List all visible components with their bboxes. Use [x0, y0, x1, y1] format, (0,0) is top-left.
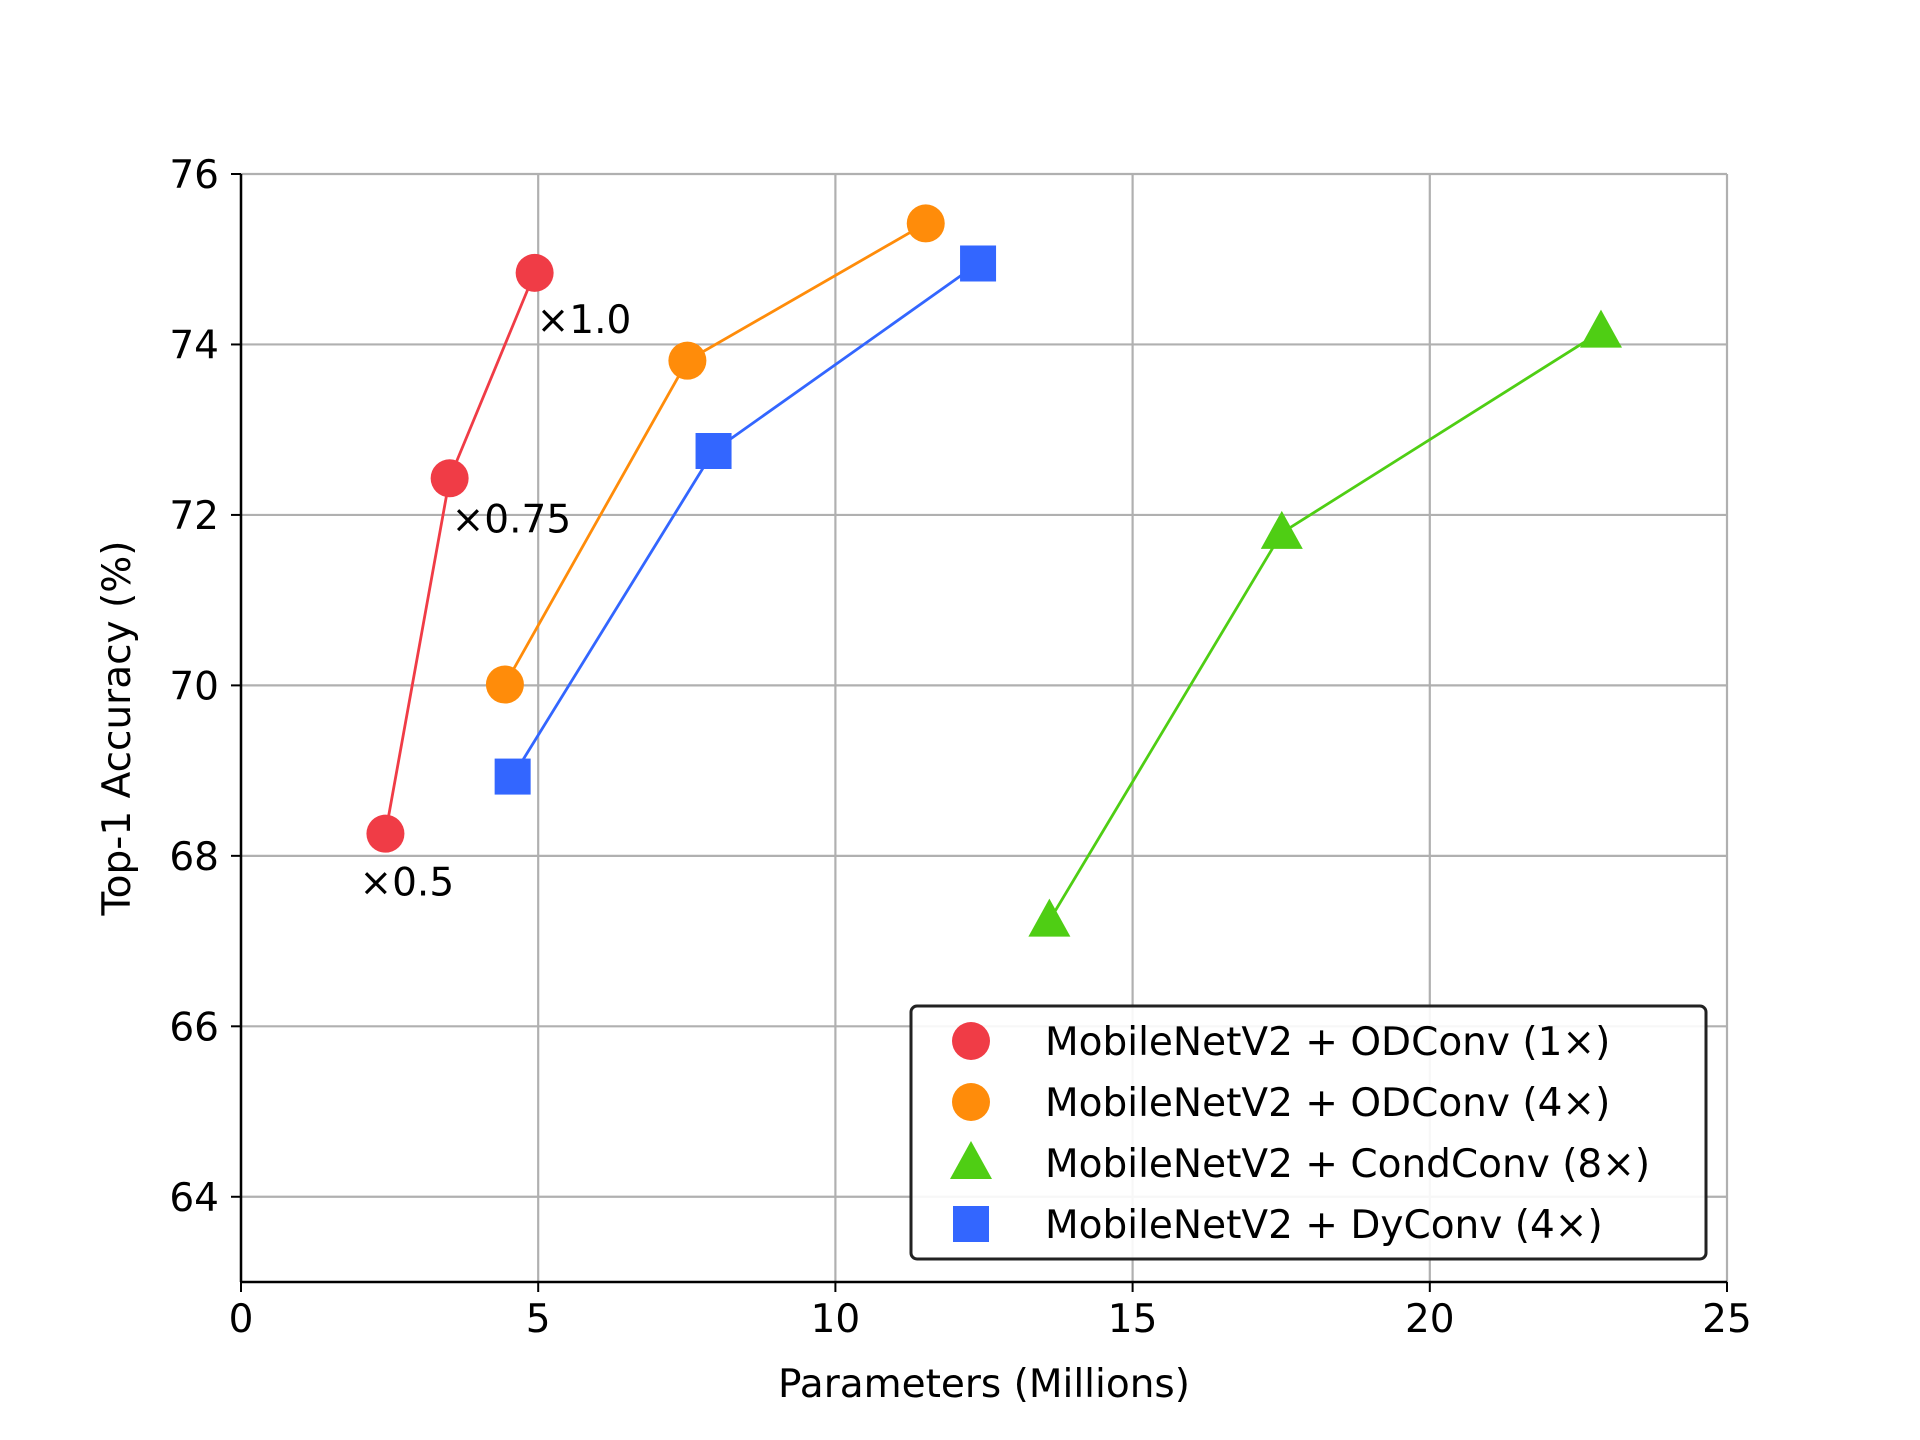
y-tick-label: 70	[169, 664, 219, 709]
legend-marker	[952, 1083, 990, 1121]
legend: MobileNetV2 + ODConv (1×) MobileNetV2 + O…	[909, 1004, 1708, 1261]
x-tick-label: 5	[526, 1297, 551, 1342]
legend-marker	[950, 1141, 992, 1179]
point-annotation: ×1.0	[537, 298, 632, 343]
data-point	[668, 341, 707, 380]
data-point	[515, 253, 554, 292]
data-point	[366, 814, 405, 853]
series-line	[384, 272, 536, 834]
point-annotation: ×0.5	[359, 861, 454, 906]
x-tick-label: 15	[1108, 1297, 1158, 1342]
x-tick-label: 20	[1405, 1297, 1455, 1342]
y-tick-label: 74	[169, 323, 219, 368]
data-point	[485, 665, 524, 704]
grid	[239, 172, 1729, 1282]
y-tick-label: 68	[169, 835, 219, 880]
legend-marker	[952, 1022, 990, 1060]
y-tick-label: 64	[169, 1176, 219, 1221]
data-point	[960, 245, 997, 282]
x-tick-label: 0	[229, 1297, 254, 1342]
axes: 0 5 10 15 20 25 64 66 68 70 72 74 76	[169, 153, 1751, 1342]
x-tick-label: 25	[1702, 1297, 1752, 1342]
legend-box	[909, 1004, 1708, 1261]
data-point	[1579, 309, 1622, 348]
series-layer	[366, 204, 1622, 937]
y-axis-label: Top-1 Accuracy (%)	[95, 540, 140, 916]
y-tick-label: 76	[169, 153, 219, 198]
series-triangle	[1028, 309, 1622, 937]
legend-label: MobileNetV2 + CondConv (8×)	[1045, 1142, 1650, 1187]
x-tick-label: 10	[811, 1297, 861, 1342]
y-tick-label: 72	[169, 494, 219, 539]
annotations: ×0.5 ×0.75 ×1.0	[359, 298, 631, 906]
data-point	[1260, 510, 1303, 549]
series-square	[494, 245, 997, 795]
data-point	[1028, 898, 1071, 937]
legend-label: MobileNetV2 + ODConv (4×)	[1045, 1081, 1610, 1126]
y-tick-label: 66	[169, 1005, 219, 1050]
data-point	[695, 433, 732, 469]
legend-label: MobileNetV2 + ODConv (1×)	[1045, 1020, 1610, 1065]
legend-marker	[953, 1206, 989, 1242]
series-circle	[485, 204, 945, 704]
data-point	[494, 758, 531, 795]
x-axis-label: Parameters (Millions)	[778, 1362, 1190, 1407]
legend-label: MobileNetV2 + DyConv (4×)	[1045, 1203, 1603, 1248]
series-circle	[366, 253, 554, 853]
point-annotation: ×0.75	[452, 497, 572, 542]
data-point	[430, 459, 469, 498]
data-point	[906, 204, 945, 243]
